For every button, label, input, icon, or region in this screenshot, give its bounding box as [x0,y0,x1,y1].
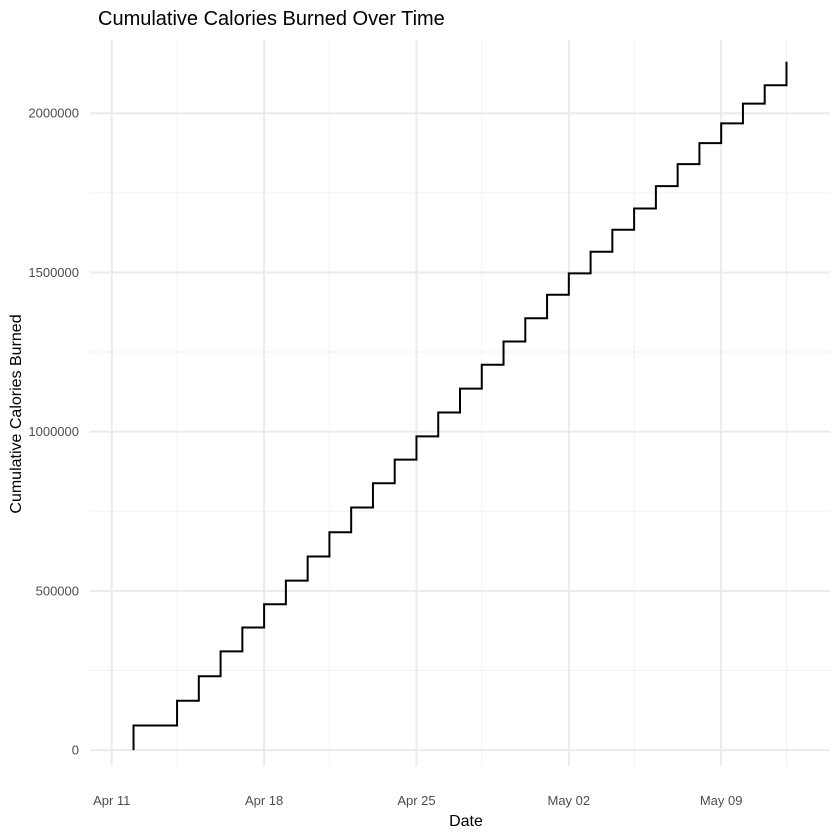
x-tick-label: Apr 18 [245,793,283,808]
x-tick-label: Apr 11 [93,793,130,808]
x-tick-label: Apr 25 [397,793,435,808]
y-tick-label: 2000000 [28,106,79,121]
x-axis-title: Date [449,813,483,830]
y-tick-label: 500000 [36,583,79,598]
x-tick-label: May 09 [700,793,743,808]
y-tick-label: 0 [72,743,79,758]
cumulative-step-line [132,61,788,751]
y-tick-label: 1500000 [28,265,79,280]
y-axis-title: Cumulative Calories Burned [8,314,25,513]
chart-title: Cumulative Calories Burned Over Time [98,8,445,30]
x-tick-label: May 02 [548,793,591,808]
y-tick-label: 1000000 [28,424,79,439]
x-tick-labels: Apr 11 Apr 18 Apr 25 May 02 May 09 [93,793,742,808]
grid [90,40,830,766]
y-tick-labels: 0 500000 1000000 1500000 2000000 [28,106,79,758]
